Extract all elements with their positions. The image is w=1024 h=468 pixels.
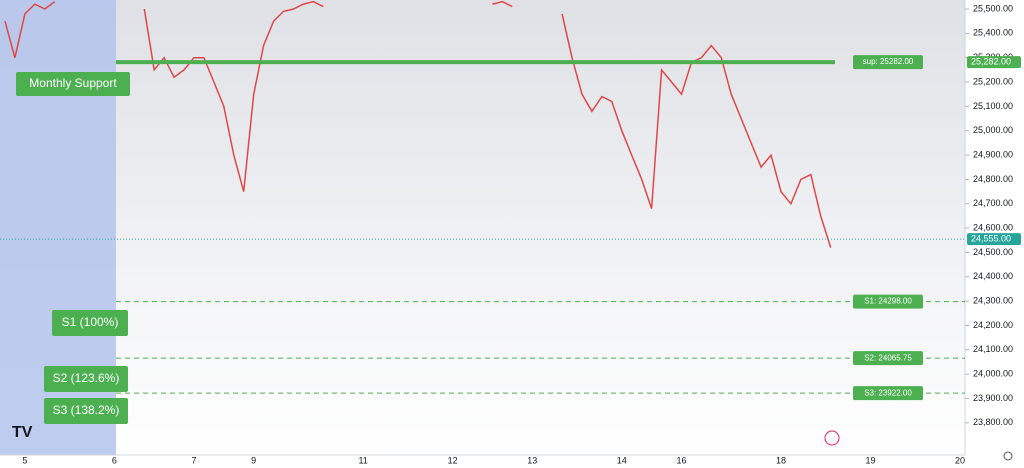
level-name-tag: S3 (138.2%) [44,398,128,424]
x-tick-label: 18 [776,455,786,465]
y-tick-label: 24,400.00 [973,271,1013,281]
y-tick-label: 24,200.00 [973,320,1013,330]
tag-box [16,72,130,96]
tag-box [967,233,1021,246]
x-tick-label: 20 [955,455,965,465]
icon [824,430,840,446]
x-tick-label: 16 [676,455,686,465]
last-price-label: 24,555.00 [971,233,1011,243]
y-tick-label: 24,000.00 [973,369,1013,379]
y-tick-label: 23,800.00 [973,417,1013,427]
y-tick-label: 25,100.00 [973,101,1013,111]
x-tick-label: 12 [448,455,458,465]
level-name-tag: S2 (123.6%) [44,366,128,392]
level-price-tag: sup: 25282.00 [853,55,923,70]
x-tick-label: 7 [191,455,196,465]
last-price-tag: 24,555.00 [967,233,1021,246]
tag-box [853,351,923,366]
y-tick-label: 24,100.00 [973,344,1013,354]
y-tick-label: 24,800.00 [973,174,1013,184]
level-name-tag: S1 (100%) [52,310,128,336]
level-price-tag: S3: 23922.00 [853,386,923,401]
tag-box [967,56,1021,69]
y-tick-label: 25,400.00 [973,28,1013,38]
price-line [4,0,832,248]
tag-box [853,55,923,70]
y-tick-label: 25,200.00 [973,76,1013,86]
level-axis-tag: 25,282.00 [967,56,1021,69]
y-tick-label: 24,300.00 [973,296,1013,306]
tag-box [44,398,128,424]
x-tick-label: 9 [251,455,256,465]
x-tick-label: 14 [617,455,627,465]
level-price-tag: S2: 24065.75 [853,351,923,366]
tag-box [853,294,923,309]
level-name: S2 (123.6%) [53,371,120,385]
x-tick-label: 13 [527,455,537,465]
level-price-tag: S1: 24298.00 [853,294,923,309]
y-tick-label: 24,600.00 [973,222,1013,232]
y-tick-label: 23,900.00 [973,393,1013,403]
y-tick-label: 24,900.00 [973,149,1013,159]
y-tick-label: 24,500.00 [973,247,1013,257]
y-tick-label: 25,500.00 [973,3,1013,13]
tag-box [853,386,923,401]
y-tick-label: 24,700.00 [973,198,1013,208]
logo: TV [12,424,33,441]
level-axis-label: 25,282.00 [971,56,1011,66]
x-tick-label: 19 [865,455,875,465]
x-tick-label: 6 [112,455,117,465]
level-name: S1 (100%) [62,315,119,329]
level-price-label: S2: 24065.75 [864,353,912,362]
level-price-label: S3: 23922.00 [864,388,912,397]
x-tick-label: 11 [358,455,367,465]
plot-background [0,0,965,455]
level-price-label: S1: 24298.00 [864,297,912,306]
tag-box [52,310,128,336]
level-name-tag: Monthly Support [16,72,130,96]
settings-icon[interactable] [1003,451,1013,461]
level-name: S3 (138.2%) [53,403,120,417]
y-tick-label: 25,000.00 [973,125,1013,135]
x-tick-label: 5 [22,455,27,465]
level-price-label: sup: 25282.00 [863,57,914,66]
tag-box [44,366,128,392]
level-name: Monthly Support [29,76,117,90]
